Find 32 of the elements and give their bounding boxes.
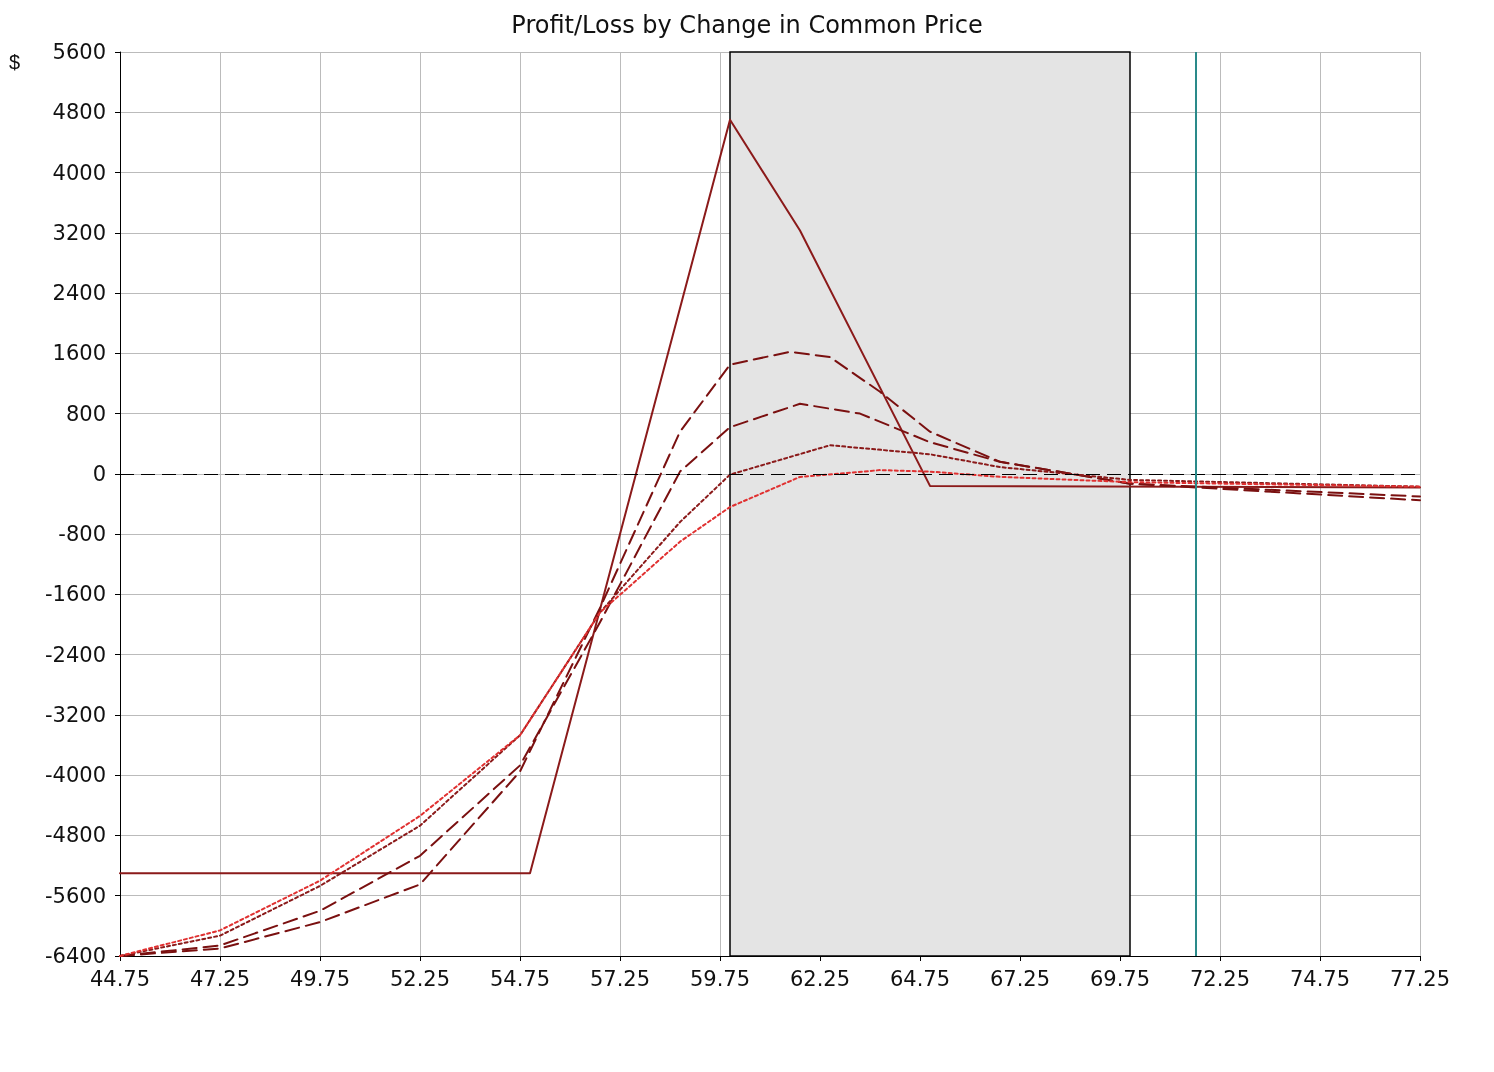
x-tick-label: 72.25 [1189, 966, 1251, 991]
y-tick-label: 0 [92, 461, 106, 486]
y-tick-label: 800 [65, 401, 106, 426]
x-tick-label: 59.75 [689, 966, 751, 991]
y-tick-label: 1600 [52, 341, 106, 366]
y-axis-title: $ [8, 51, 20, 73]
y-tick-label: -3200 [44, 702, 106, 727]
y-tick-label: -800 [58, 522, 106, 547]
y-tick-label: -4000 [44, 763, 106, 788]
x-tick-label: 74.75 [1289, 966, 1351, 991]
chart-title: Profit/Loss by Change in Common Price [511, 11, 983, 39]
y-tick-label: -5600 [44, 883, 106, 908]
y-tick-label: 2400 [52, 281, 106, 306]
x-tick-label: 67.25 [989, 966, 1051, 991]
x-tick-label: 64.75 [889, 966, 951, 991]
y-tick-label: -6400 [44, 944, 106, 968]
y-tick-label: 5600 [52, 40, 106, 64]
x-tick-label: 54.75 [489, 966, 551, 991]
x-tick-label: 47.25 [189, 966, 251, 991]
y-tick-label: -4800 [44, 823, 106, 848]
y-tick-label: -1600 [44, 582, 106, 607]
x-tick-label: 52.25 [389, 966, 451, 991]
x-tick-label: 69.75 [1089, 966, 1151, 991]
y-tick-label: 4000 [52, 160, 106, 185]
x-tick-label: 44.75 [89, 966, 151, 991]
x-tick-label: 62.25 [789, 966, 851, 991]
y-tick-label: 3200 [52, 220, 106, 245]
x-tick-label: 57.25 [589, 966, 651, 991]
y-tick-label: -2400 [44, 642, 106, 667]
x-tick-label: 77.25 [1389, 966, 1451, 991]
x-tick-label: 49.75 [289, 966, 351, 991]
y-tick-label: 4800 [52, 100, 106, 125]
